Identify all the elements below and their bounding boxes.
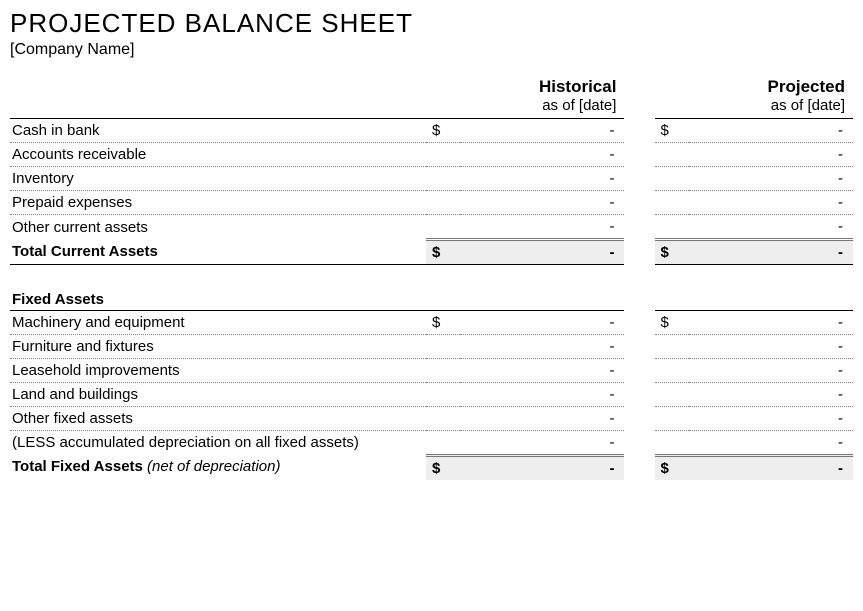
- cell-value: -: [689, 240, 853, 265]
- row-label: Accounts receivable: [10, 143, 426, 167]
- row-label: Inventory: [10, 167, 426, 191]
- balance-sheet-table: Historical Projected as of [date] as of …: [10, 77, 853, 480]
- cell-symbol: [426, 215, 460, 240]
- page-title: PROJECTED BALANCE SHEET: [10, 8, 853, 39]
- cell-symbol: $: [655, 240, 689, 265]
- cell-value: -: [689, 119, 853, 143]
- table-row: Prepaid expenses - -: [10, 191, 853, 215]
- cell-symbol: [426, 143, 460, 167]
- cell-symbol: [655, 191, 689, 215]
- total-fixed-assets-label-bold: Total Fixed Assets: [12, 458, 143, 475]
- cell-value: -: [689, 167, 853, 191]
- cell-value: -: [460, 382, 624, 406]
- cell-symbol: $: [655, 310, 689, 334]
- cell-value: -: [460, 240, 624, 265]
- cell-symbol: $: [426, 455, 460, 480]
- row-label: Leasehold improvements: [10, 358, 426, 382]
- cell-value: -: [460, 455, 624, 480]
- cell-value: -: [460, 310, 624, 334]
- cell-symbol: [655, 215, 689, 240]
- cell-value: -: [689, 334, 853, 358]
- cell-value: -: [689, 430, 853, 455]
- cell-value: -: [689, 215, 853, 240]
- total-current-assets-label: Total Current Assets: [10, 240, 426, 265]
- table-row: Cash in bank$-$-: [10, 119, 853, 143]
- cell-symbol: [655, 406, 689, 430]
- cell-symbol: [655, 358, 689, 382]
- col-projected-heading: Projected: [655, 77, 854, 97]
- cell-symbol: [426, 382, 460, 406]
- cell-symbol: $: [426, 240, 460, 265]
- row-label: Other fixed assets: [10, 406, 426, 430]
- table-row: Leasehold improvements - -: [10, 358, 853, 382]
- cell-symbol: $: [426, 310, 460, 334]
- cell-value: -: [689, 455, 853, 480]
- cell-symbol: [655, 430, 689, 455]
- table-row: Accounts receivable - -: [10, 143, 853, 167]
- column-headings: Historical Projected: [10, 77, 853, 97]
- cell-symbol: [655, 334, 689, 358]
- company-name: [Company Name]: [10, 41, 853, 59]
- row-label: Prepaid expenses: [10, 191, 426, 215]
- cell-value: -: [689, 358, 853, 382]
- cell-value: -: [460, 143, 624, 167]
- cell-symbol: [426, 191, 460, 215]
- cell-value: -: [460, 167, 624, 191]
- cell-symbol: [426, 406, 460, 430]
- cell-symbol: $: [426, 119, 460, 143]
- total-current-assets-row: Total Current Assets $ - $ -: [10, 240, 853, 265]
- row-label: Cash in bank: [10, 119, 426, 143]
- row-label: Other current assets: [10, 215, 426, 240]
- table-row: Furniture and fixtures - -: [10, 334, 853, 358]
- total-fixed-assets-row: Total Fixed Assets (net of depreciation)…: [10, 455, 853, 480]
- cell-value: -: [460, 215, 624, 240]
- total-fixed-assets-label-ital: (net of depreciation): [147, 458, 280, 475]
- row-label: Land and buildings: [10, 382, 426, 406]
- cell-symbol: [426, 334, 460, 358]
- table-row: Other current assets - -: [10, 215, 853, 240]
- table-row: Inventory - -: [10, 167, 853, 191]
- cell-symbol: [426, 358, 460, 382]
- fixed-assets-header: Fixed Assets: [10, 269, 853, 311]
- cell-value: -: [689, 382, 853, 406]
- row-label: Furniture and fixtures: [10, 334, 426, 358]
- cell-symbol: $: [655, 455, 689, 480]
- col-historical-heading: Historical: [426, 77, 624, 97]
- col-projected-sub: as of [date]: [655, 97, 854, 119]
- cell-value: -: [689, 191, 853, 215]
- cell-value: -: [689, 143, 853, 167]
- cell-symbol: [655, 167, 689, 191]
- cell-symbol: [655, 382, 689, 406]
- cell-value: -: [460, 406, 624, 430]
- cell-value: -: [460, 358, 624, 382]
- total-fixed-assets-label: Total Fixed Assets (net of depreciation): [10, 455, 426, 480]
- row-label: (LESS accumulated depreciation on all fi…: [10, 430, 426, 455]
- table-row: Land and buildings - -: [10, 382, 853, 406]
- cell-symbol: [426, 430, 460, 455]
- cell-value: -: [460, 430, 624, 455]
- table-row: (LESS accumulated depreciation on all fi…: [10, 430, 853, 455]
- table-row: Machinery and equipment$-$-: [10, 310, 853, 334]
- cell-symbol: [655, 143, 689, 167]
- cell-value: -: [460, 119, 624, 143]
- cell-symbol: $: [655, 119, 689, 143]
- fixed-assets-label: Fixed Assets: [10, 269, 426, 311]
- column-subheadings: as of [date] as of [date]: [10, 97, 853, 119]
- cell-value: -: [689, 406, 853, 430]
- cell-value: -: [689, 310, 853, 334]
- cell-symbol: [426, 167, 460, 191]
- row-label: Machinery and equipment: [10, 310, 426, 334]
- cell-value: -: [460, 334, 624, 358]
- col-historical-sub: as of [date]: [426, 97, 624, 119]
- cell-value: -: [460, 191, 624, 215]
- table-row: Other fixed assets - -: [10, 406, 853, 430]
